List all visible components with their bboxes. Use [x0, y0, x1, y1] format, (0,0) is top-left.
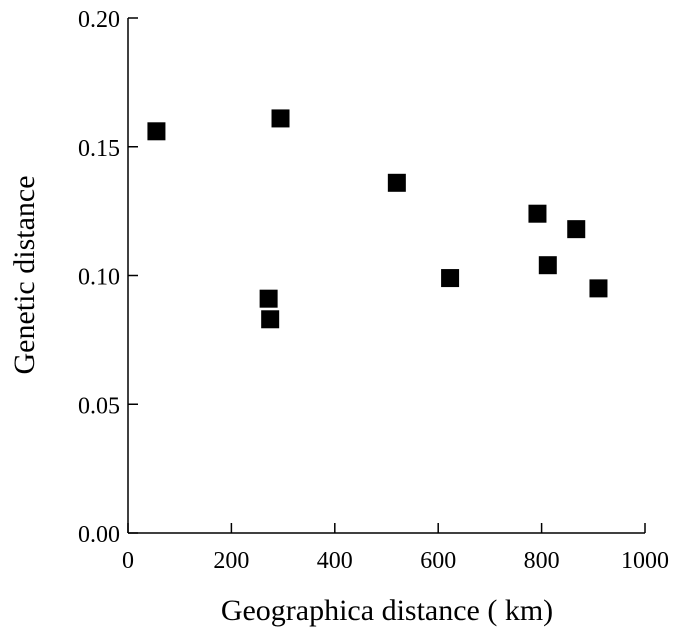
data-point: [259, 289, 278, 308]
x-axis-title: Geographica distance ( km): [221, 594, 553, 627]
x-tick-label: 600: [420, 548, 456, 574]
y-tick-label: 0.20: [78, 7, 120, 33]
data-points: [147, 109, 608, 329]
data-point: [567, 220, 586, 239]
x-axis-ticks: 0 200 400 600 800 1000: [122, 523, 669, 574]
y-tick-label: 0.15: [78, 136, 120, 162]
data-point: [271, 109, 290, 128]
y-tick-label: 0.00: [78, 522, 120, 548]
x-tick-label: 400: [317, 548, 353, 574]
data-point: [589, 279, 608, 298]
data-point: [441, 269, 460, 288]
data-point: [147, 122, 166, 141]
y-tick-label: 0.05: [78, 393, 120, 419]
x-tick-label: 0: [122, 548, 134, 574]
data-point: [387, 173, 406, 192]
y-tick-label: 0.10: [78, 265, 120, 291]
data-point: [538, 256, 557, 275]
data-point: [528, 204, 547, 223]
x-tick-label: 200: [213, 548, 249, 574]
y-axis-ticks: 0.00 0.05 0.10 0.15 0.20: [78, 7, 138, 548]
data-point: [261, 310, 280, 329]
x-tick-label: 800: [524, 548, 560, 574]
x-tick-label: 1000: [621, 548, 669, 574]
y-axis-title: Genetic distance: [8, 175, 41, 374]
